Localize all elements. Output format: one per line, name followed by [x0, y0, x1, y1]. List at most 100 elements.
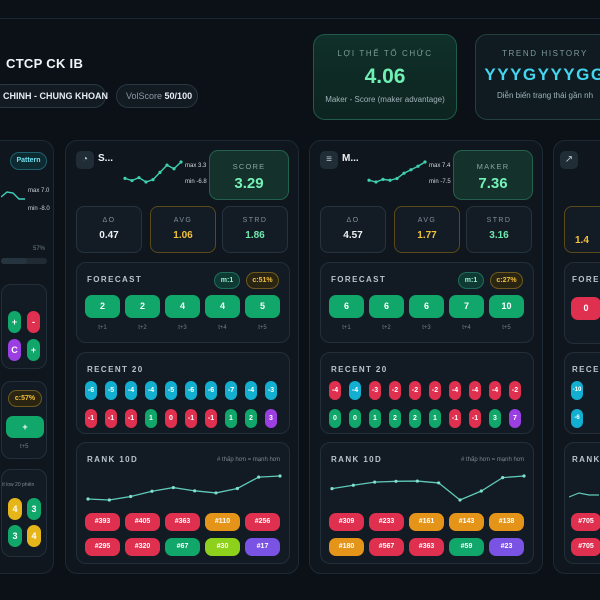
- left-min: min -8.0: [28, 206, 50, 212]
- stat-strd: STRD 3.16: [466, 206, 532, 253]
- forecast-chip: 7: [449, 295, 484, 318]
- sparkline-point: [130, 178, 134, 183]
- sparkline-point: [367, 178, 371, 182]
- stat-value: 1.06: [173, 230, 193, 241]
- forecast-label: t+5: [502, 325, 511, 331]
- rank-point: [129, 494, 133, 499]
- recent-chip: 7: [509, 409, 521, 428]
- trend-history-label: TREND HISTORY: [502, 49, 588, 58]
- maker-advantage-sub: Maker - Score (maker advantage): [325, 95, 445, 104]
- left-pct: 57%: [33, 246, 46, 252]
- stat-delta: ΔO 4.57: [320, 206, 386, 253]
- rank-chip: #30: [205, 538, 240, 556]
- sparkline-point: [123, 176, 127, 180]
- rank-point: [278, 474, 282, 478]
- rank-point: [501, 475, 505, 480]
- rank-point: [171, 485, 175, 490]
- pattern-button[interactable]: Pattern: [10, 152, 47, 170]
- spark-min: min -7.5: [429, 179, 451, 185]
- spark-min: min -6.8: [185, 179, 207, 185]
- recent-chip: -6: [205, 381, 217, 400]
- left-forecast-section: c:57% + t+5: [1, 381, 47, 459]
- rank-point: [193, 489, 197, 493]
- sparkline-point: [172, 167, 176, 171]
- page-title: CTCP CK IB: [6, 56, 84, 71]
- recent-chip: -1: [185, 409, 197, 428]
- rank-line-chart: [330, 474, 526, 502]
- right-recent-chip: -6: [571, 409, 583, 428]
- sparkline-point: [374, 180, 378, 184]
- stat-label: STRD: [486, 217, 512, 224]
- recent-chip: 1: [429, 409, 441, 428]
- m-badge: m:1: [458, 272, 484, 289]
- recent-chip: -7: [225, 381, 237, 400]
- left-chip: C: [8, 339, 21, 361]
- stat-value: 3.16: [489, 230, 509, 241]
- rank-chip: #295: [85, 538, 120, 556]
- recent-chip: -3: [369, 381, 381, 400]
- trend-history-value: YYYGYYYGG: [484, 65, 600, 84]
- recent-title: RECENT 20: [331, 365, 388, 374]
- spark-max: max 3.3: [185, 163, 207, 169]
- trend-icon[interactable]: ↗: [560, 151, 578, 169]
- right-rank-section: RANK #705 #705: [564, 442, 600, 564]
- rank-title: RANK 10D: [87, 455, 139, 464]
- recent-chip: 1: [225, 409, 237, 428]
- gauge-icon[interactable]: ◔: [76, 151, 94, 169]
- sector-pill[interactable]: CHINH - CHUNG KHOAN: [0, 84, 108, 108]
- recent-chip: -4: [145, 381, 157, 400]
- recent-chip: -4: [125, 381, 137, 400]
- maker-advantage-card: LỢI THẾ TỔ CHỨC 4.06 Maker - Score (make…: [313, 34, 457, 120]
- rank-point: [458, 498, 462, 502]
- forecast-label: t+3: [422, 325, 431, 331]
- rank-chip: #67: [165, 538, 200, 556]
- forecast-label: t+2: [382, 325, 391, 331]
- m-badge: m:1: [214, 272, 240, 289]
- recent-chip: -1: [85, 409, 97, 428]
- forecast-label: t+4: [462, 325, 471, 331]
- recent-chip: 3: [265, 409, 277, 428]
- right-rank-chip: #705: [571, 538, 600, 556]
- forecast-chip: 6: [409, 295, 444, 318]
- volscore-pill[interactable]: VolScore 50/100: [116, 84, 198, 108]
- recent-chip: -6: [85, 381, 97, 400]
- sparkline-point: [409, 168, 413, 172]
- stat-label: STRD: [242, 217, 268, 224]
- rank-line: [331, 475, 525, 501]
- recent-chip: 0: [329, 409, 341, 428]
- rank-chip: #23: [489, 538, 524, 556]
- left-forecast-chip: +: [6, 416, 44, 438]
- forecast-chip: 5: [245, 295, 280, 318]
- stat-avg: AVG 1.06: [150, 206, 216, 253]
- left-chip: -: [27, 311, 40, 333]
- recent-chip: 0: [165, 409, 177, 428]
- left-partial-panel: Pattern max 7.0 min -8.0 57% + - C + c:5…: [0, 140, 54, 574]
- panel-name: S...: [98, 153, 114, 164]
- rank-point: [107, 498, 111, 502]
- forecast-chip: 2: [85, 295, 120, 318]
- recent-chip: 0: [349, 409, 361, 428]
- maker-advantage-label: LỢI THẾ TỔ CHỨC: [337, 49, 433, 58]
- recent-chip: -1: [125, 409, 137, 428]
- rank-section: RANK 10D # thấp hơn = mạnh hơn #309 #233 #16…: [320, 442, 534, 564]
- rank-title: RANK 10D: [331, 455, 383, 464]
- rank-chip: #309: [329, 513, 364, 531]
- menu-icon[interactable]: ≡: [320, 151, 338, 169]
- rank-chip: #138: [489, 513, 524, 531]
- recent-chip: -5: [165, 381, 177, 400]
- right-rank-chip: #705: [571, 513, 600, 531]
- metric-panel-score: ◔ S... max 3.3 min -6.8 SCORE 3.29 ΔO 0.47 AVG 1.…: [65, 140, 299, 574]
- right-forecast-section: FOREC 0: [564, 262, 600, 344]
- stat-label: AVG: [173, 217, 193, 224]
- metric-panel-maker: ≡ M... max 7.4 min -7.5 MAKER 7.36 ΔO 4.57 AVG 1.…: [309, 140, 543, 574]
- rank-chip: #256: [245, 513, 280, 531]
- recent-chip: -4: [349, 381, 361, 400]
- score-card: MAKER 7.36: [453, 150, 533, 200]
- right-avg-stat: 1.4: [564, 206, 600, 253]
- rank-chip: #143: [449, 513, 484, 531]
- recent-chip: -3: [265, 381, 277, 400]
- rank-chip: #161: [409, 513, 444, 531]
- rank-line: [87, 475, 281, 501]
- forecast-title: FORECAST: [87, 275, 143, 284]
- maker-advantage-value: 4.06: [364, 65, 406, 88]
